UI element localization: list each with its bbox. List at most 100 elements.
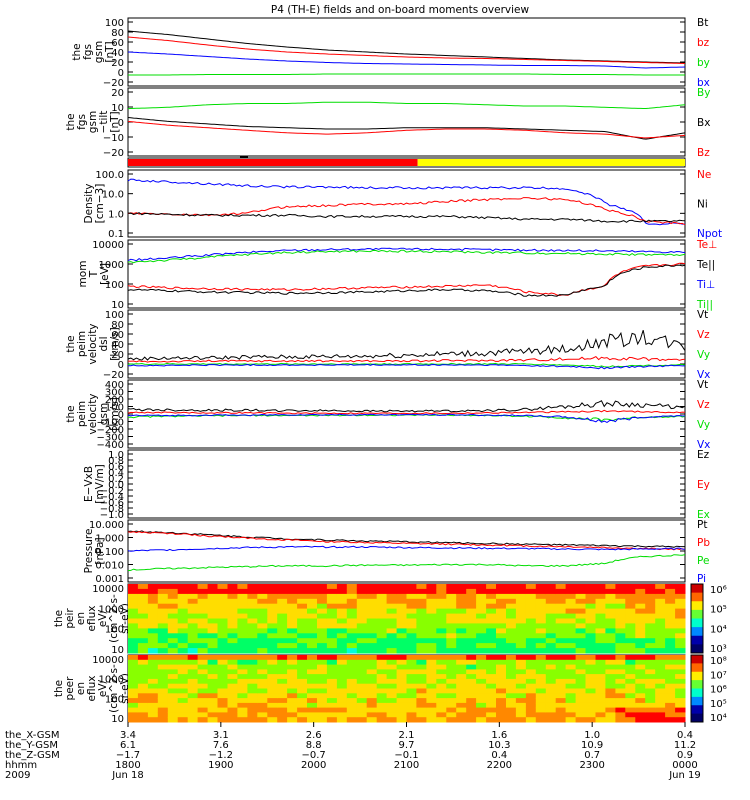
tick-label: 0.6 (108, 462, 124, 473)
heatmap-cell (257, 588, 268, 595)
heatmap-cell (277, 618, 288, 624)
heatmap-cell (615, 693, 626, 699)
heatmap-cell (665, 638, 676, 644)
heatmap-cell (456, 688, 467, 694)
heatmap-cell (237, 633, 248, 639)
heatmap-cell (137, 678, 149, 685)
heatmap-cell (466, 588, 477, 595)
heatmap-cell (217, 584, 228, 590)
heatmap-cell (137, 712, 149, 718)
heatmap-cell (257, 678, 268, 685)
heatmap-cell (346, 584, 358, 590)
heatmap-cell (416, 608, 427, 614)
tick-label: 0.2 (108, 474, 124, 485)
heatmap-cell (366, 707, 378, 713)
heatmap-cell (665, 702, 676, 709)
colorbar-segment (691, 663, 703, 673)
heatmap-cell (515, 698, 527, 704)
heatmap-cell (535, 712, 547, 718)
heatmap-cell (267, 707, 278, 713)
heatmap-cell (496, 702, 507, 709)
tick-label: 100.0 (95, 170, 124, 181)
heatmap-cell (157, 628, 169, 634)
heatmap-cell (147, 712, 159, 718)
heatmap-cell (297, 664, 308, 670)
heatmap-cell (406, 584, 417, 590)
heatmap-cell (426, 698, 437, 704)
heatmap-cell (287, 693, 298, 699)
heatmap-cell (386, 669, 397, 675)
heatmap-cell (376, 584, 388, 590)
heatmap-cell (336, 664, 348, 670)
xaxis-value: −1.7 (116, 750, 140, 761)
heatmap-cell (506, 618, 517, 624)
heatmap-cell (675, 613, 686, 619)
colorbar-frame (690, 583, 704, 654)
heatmap-cell (635, 674, 646, 680)
heatmap-cell (675, 717, 686, 723)
y-axis-label: Density[cm−3] (83, 184, 106, 224)
heatmap-cell (625, 688, 636, 694)
heatmap-cell (267, 655, 278, 661)
heatmap-cell (456, 638, 467, 644)
heatmap-cell (317, 593, 328, 600)
heatmap-cell (326, 712, 338, 718)
heatmap-cell (326, 603, 338, 610)
heatmap-cell (416, 593, 427, 600)
heatmap-cell (535, 618, 547, 624)
heatmap-cell (396, 693, 407, 699)
heatmap-cell (336, 698, 348, 704)
heatmap-cell (217, 623, 228, 629)
heatmap-cell (307, 712, 318, 718)
heatmap-cell (515, 623, 527, 629)
heatmap-cell (237, 669, 248, 675)
heatmap-cell (506, 702, 517, 709)
heatmap-cell (277, 707, 288, 713)
heatmap-cell (177, 698, 189, 704)
heatmap-cell (326, 638, 338, 644)
heatmap-cell (167, 623, 179, 629)
heatmap-cell (128, 593, 139, 600)
tick-label: 80 (111, 28, 124, 39)
heatmap-cell (267, 688, 278, 694)
heatmap-cell (675, 598, 686, 605)
heatmap-cell (277, 688, 288, 694)
heatmap-cell (237, 664, 248, 670)
heatmap-cell (227, 613, 238, 619)
heatmap-cell (615, 698, 626, 704)
y-axis-label: thepeerenefluxeV/(cm^2-s-sr-eV) (53, 664, 131, 713)
heatmap-cell (187, 593, 199, 600)
heatmap-cell (535, 588, 547, 595)
heatmap-cell (177, 669, 189, 675)
heatmap-cell (496, 628, 507, 634)
heatmap-cell (257, 603, 268, 610)
heatmap-cell (565, 674, 576, 680)
colorbar-label: 10⁶ (710, 685, 727, 696)
tick-label: −1.0 (100, 510, 124, 521)
heatmap-cell (147, 638, 159, 644)
heatmap-cell (655, 588, 666, 595)
heatmap-cell (167, 608, 179, 614)
tick-label: −400 (97, 440, 124, 451)
series-bx (127, 51, 686, 69)
heatmap-cell (346, 659, 358, 666)
heatmap-cell (257, 659, 268, 666)
heatmap-cell (227, 655, 238, 661)
heatmap-cell (167, 593, 179, 600)
heatmap-cell (635, 623, 646, 629)
heatmap-cell (506, 608, 517, 614)
heatmap-cell (565, 678, 576, 685)
heatmap-cell (177, 638, 189, 644)
xaxis-value: 0.4 (491, 750, 507, 761)
heatmap-cell (217, 664, 228, 670)
heatmap-cell (366, 584, 378, 590)
heatmap-cell (336, 633, 348, 639)
panel-6: thepeimvelocitygsm[km/s]4003002001000−10… (65, 379, 710, 451)
colorbar-segment (691, 671, 703, 681)
heatmap-cell (197, 643, 208, 649)
heatmap-cell (157, 598, 169, 605)
heatmap-cell (307, 674, 318, 680)
heatmap-cell (187, 664, 199, 670)
heatmap-cell (525, 683, 537, 689)
heatmap-cell (177, 664, 189, 670)
